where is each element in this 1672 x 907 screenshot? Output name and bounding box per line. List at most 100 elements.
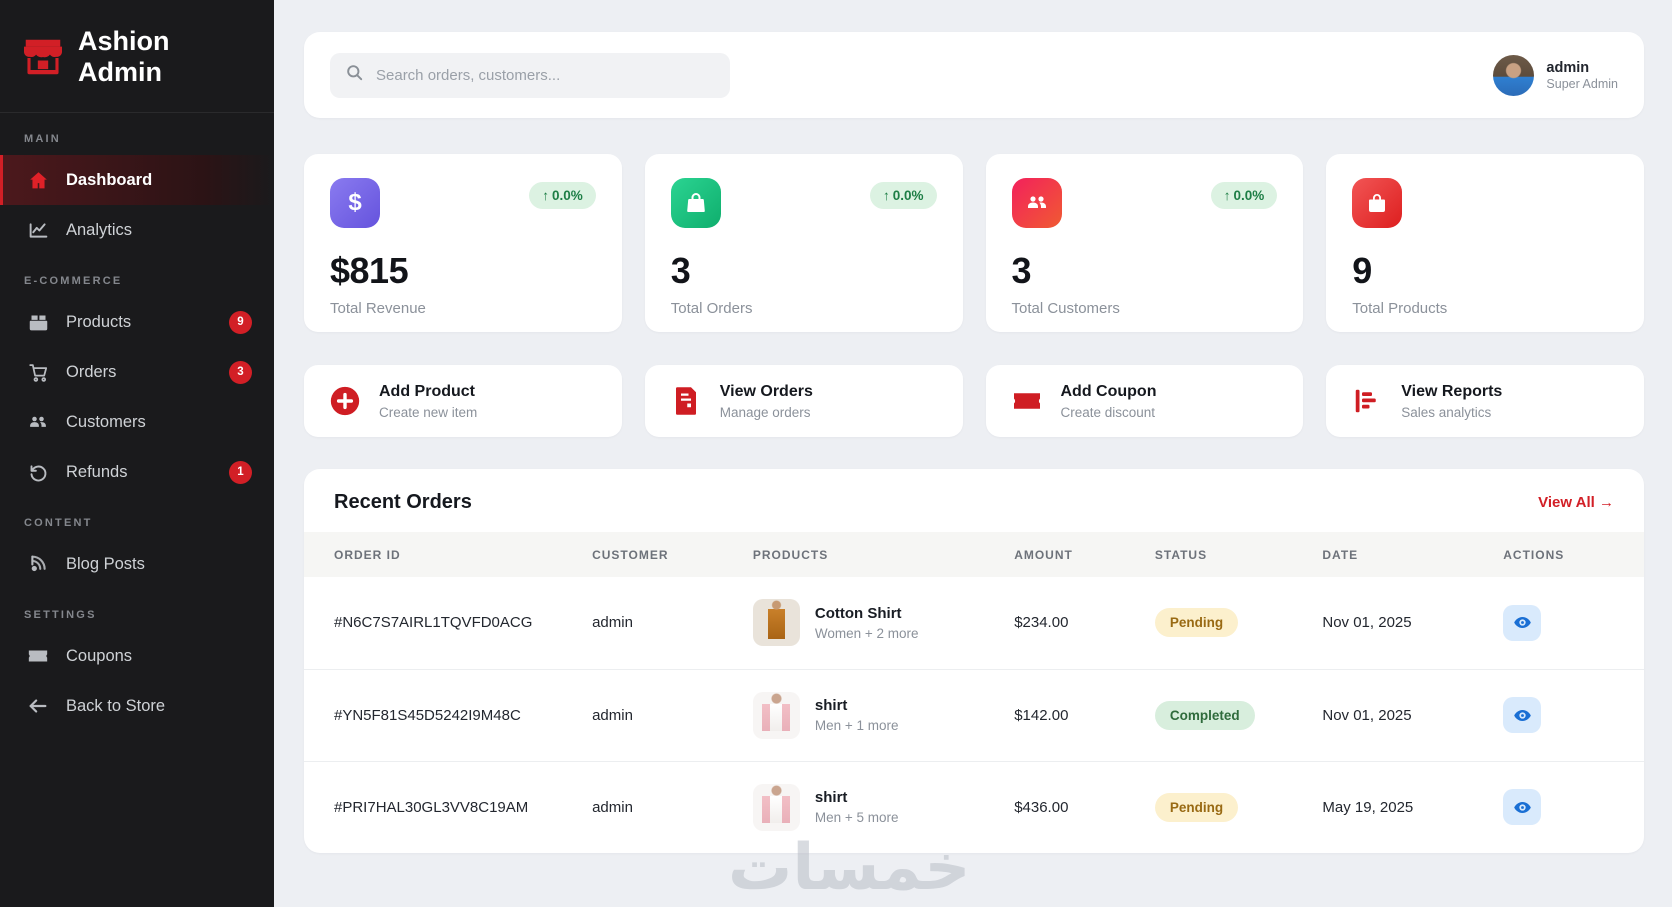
orders-table: ORDER ID CUSTOMER PRODUCTS AMOUNT STATUS… — [304, 532, 1644, 853]
add-product-button[interactable]: Add Product Create new item — [304, 365, 622, 437]
sidebar-item-products[interactable]: Products 9 — [0, 297, 274, 347]
view-order-button[interactable] — [1503, 697, 1542, 733]
view-order-button[interactable] — [1503, 789, 1542, 826]
product-name: shirt — [814, 697, 848, 714]
brand-name: Ashion Admin — [78, 26, 170, 88]
order-id: #PRI7HAL30GL3VV8C19AM — [304, 760, 593, 853]
view-order-button[interactable] — [1503, 604, 1542, 641]
topbar: admin Super Admin — [304, 32, 1644, 118]
trend-badge: ↑ 0.0% — [529, 182, 596, 209]
action-text: View Orders Manage orders — [720, 382, 813, 420]
refunds-count-badge: 1 — [229, 460, 252, 484]
action-title: View Reports — [1401, 383, 1503, 401]
view-orders-button[interactable]: View Orders Manage orders — [644, 365, 963, 437]
order-date: May 19, 2025 — [1322, 760, 1504, 853]
table-row: #N6C7S7AIRL1TQVFD0ACG admin Cotton Shirt… — [304, 577, 1644, 669]
trend-badge: ↑ 0.0% — [869, 182, 937, 209]
product-thumbnail — [752, 691, 800, 739]
stat-value: $815 — [330, 250, 409, 291]
action-subtitle: Create new item — [379, 404, 478, 420]
sidebar-item-customers[interactable]: Customers — [0, 397, 274, 447]
search-input[interactable] — [330, 52, 730, 98]
brand-logo[interactable]: Ashion Admin — [0, 0, 274, 114]
users-icon — [27, 411, 49, 433]
stat-value: 3 — [1011, 250, 1032, 291]
rotate-ccw-icon — [27, 461, 49, 483]
action-subtitle: Manage orders — [719, 404, 811, 420]
profile-role: Super Admin — [1546, 77, 1618, 92]
trend-value: 0.0% — [1233, 188, 1265, 203]
sidebar-section-main: MAIN — [24, 133, 61, 146]
stat-card-total-products: 9 Total Products — [1326, 154, 1644, 332]
trend-value: 0.0% — [551, 188, 583, 203]
stat-card-total-customers: ↑ 0.0% 3 Total Customers — [985, 154, 1304, 332]
sidebar-section-ecommerce: E-COMMERCE — [24, 275, 123, 288]
sidebar-item-label: Analytics — [66, 220, 133, 239]
sidebar-item-analytics[interactable]: Analytics — [0, 205, 274, 255]
sidebar-item-coupons[interactable]: Coupons — [0, 631, 274, 681]
trend-badge: ↑ 0.0% — [1210, 182, 1278, 209]
sidebar-item-label: Blog Posts — [66, 554, 145, 573]
col-status: STATUS — [1154, 532, 1323, 577]
sidebar-item-back-to-store[interactable]: Back to Store — [0, 681, 274, 731]
bar-chart-icon — [1350, 384, 1384, 418]
product-thumbnail — [752, 599, 800, 647]
product-sub: Women + 2 more — [814, 625, 919, 641]
sidebar-section-settings: SETTINGS — [24, 609, 97, 622]
sidebar-item-label: Orders — [66, 362, 117, 381]
sidebar-item-label: Products — [66, 312, 132, 331]
action-text: Add Product Create new item — [379, 382, 477, 420]
stat-card-total-orders: ↑ 0.0% 3 Total Orders — [644, 154, 963, 332]
stats-row: $ ↑ 0.0% $815 Total Revenue ↑ 0.0% 3 Tot… — [304, 154, 1644, 332]
profile-name: admin — [1546, 59, 1590, 76]
quick-actions-row: Add Product Create new item View Orders … — [304, 365, 1644, 437]
add-coupon-button[interactable]: Add Coupon Create discount — [985, 365, 1304, 437]
sidebar-item-label: Dashboard — [66, 170, 153, 189]
view-all-link[interactable]: View All → — [1538, 494, 1614, 511]
products-count-badge: 9 — [229, 310, 252, 334]
coupon-ticket-icon — [1010, 384, 1044, 418]
sidebar: Ashion Admin MAIN Dashboard Analytics E-… — [0, 0, 274, 907]
product-text: shirt Men + 5 more — [815, 789, 899, 825]
action-title: Add Coupon — [1060, 383, 1157, 401]
sidebar-item-dashboard[interactable]: Dashboard — [0, 155, 274, 206]
recent-orders-card: Recent Orders View All → ORDER ID CUSTOM… — [304, 469, 1644, 853]
order-customer: admin — [592, 760, 753, 853]
order-customer: admin — [592, 668, 753, 761]
status-badge: Pending — [1154, 608, 1239, 638]
recent-orders-title: Recent Orders — [334, 491, 472, 513]
stat-label: Total Customers — [1011, 300, 1120, 317]
dollar-icon: $ — [330, 178, 380, 228]
col-actions: ACTIONS — [1503, 532, 1644, 577]
product-thumbnail — [752, 783, 800, 831]
view-reports-button[interactable]: View Reports Sales analytics — [1326, 365, 1644, 437]
order-customer: admin — [592, 614, 633, 632]
avatar — [1493, 54, 1535, 96]
sidebar-item-refunds[interactable]: Refunds 1 — [0, 447, 274, 497]
stat-label: Total Products — [1352, 300, 1448, 317]
trend-up-icon: ↑ — [1223, 188, 1231, 203]
sidebar-item-orders[interactable]: Orders 3 — [0, 347, 274, 397]
status-badge: Completed — [1154, 700, 1255, 730]
product-box-icon — [27, 311, 49, 333]
sidebar-item-blog-posts[interactable]: Blog Posts — [0, 539, 274, 589]
trend-value: 0.0% — [892, 188, 924, 203]
chart-line-icon — [27, 219, 49, 241]
eye-icon — [1513, 706, 1532, 725]
product-sub: Men + 5 more — [814, 810, 899, 826]
order-amount: $436.00 — [1014, 760, 1155, 853]
sidebar-item-label: Coupons — [66, 646, 133, 665]
stat-card-total-revenue: $ ↑ 0.0% $815 Total Revenue — [304, 154, 622, 332]
home-icon — [27, 169, 49, 191]
trend-up-icon: ↑ — [882, 188, 890, 203]
stat-label: Total Orders — [670, 300, 753, 317]
order-date: Nov 01, 2025 — [1322, 614, 1412, 632]
sidebar-section-content: CONTENT — [24, 517, 93, 530]
order-id: #N6C7S7AIRL1TQVFD0ACG — [334, 614, 533, 632]
product-sub: Men + 1 more — [814, 718, 899, 733]
user-profile[interactable]: admin Super Admin — [1493, 54, 1618, 96]
col-customer: CUSTOMER — [592, 532, 753, 577]
table-row: #PRI7HAL30GL3VV8C19AM admin shirt Men + … — [304, 760, 1644, 853]
action-title: View Orders — [719, 383, 813, 401]
status-badge: Pending — [1154, 792, 1239, 822]
